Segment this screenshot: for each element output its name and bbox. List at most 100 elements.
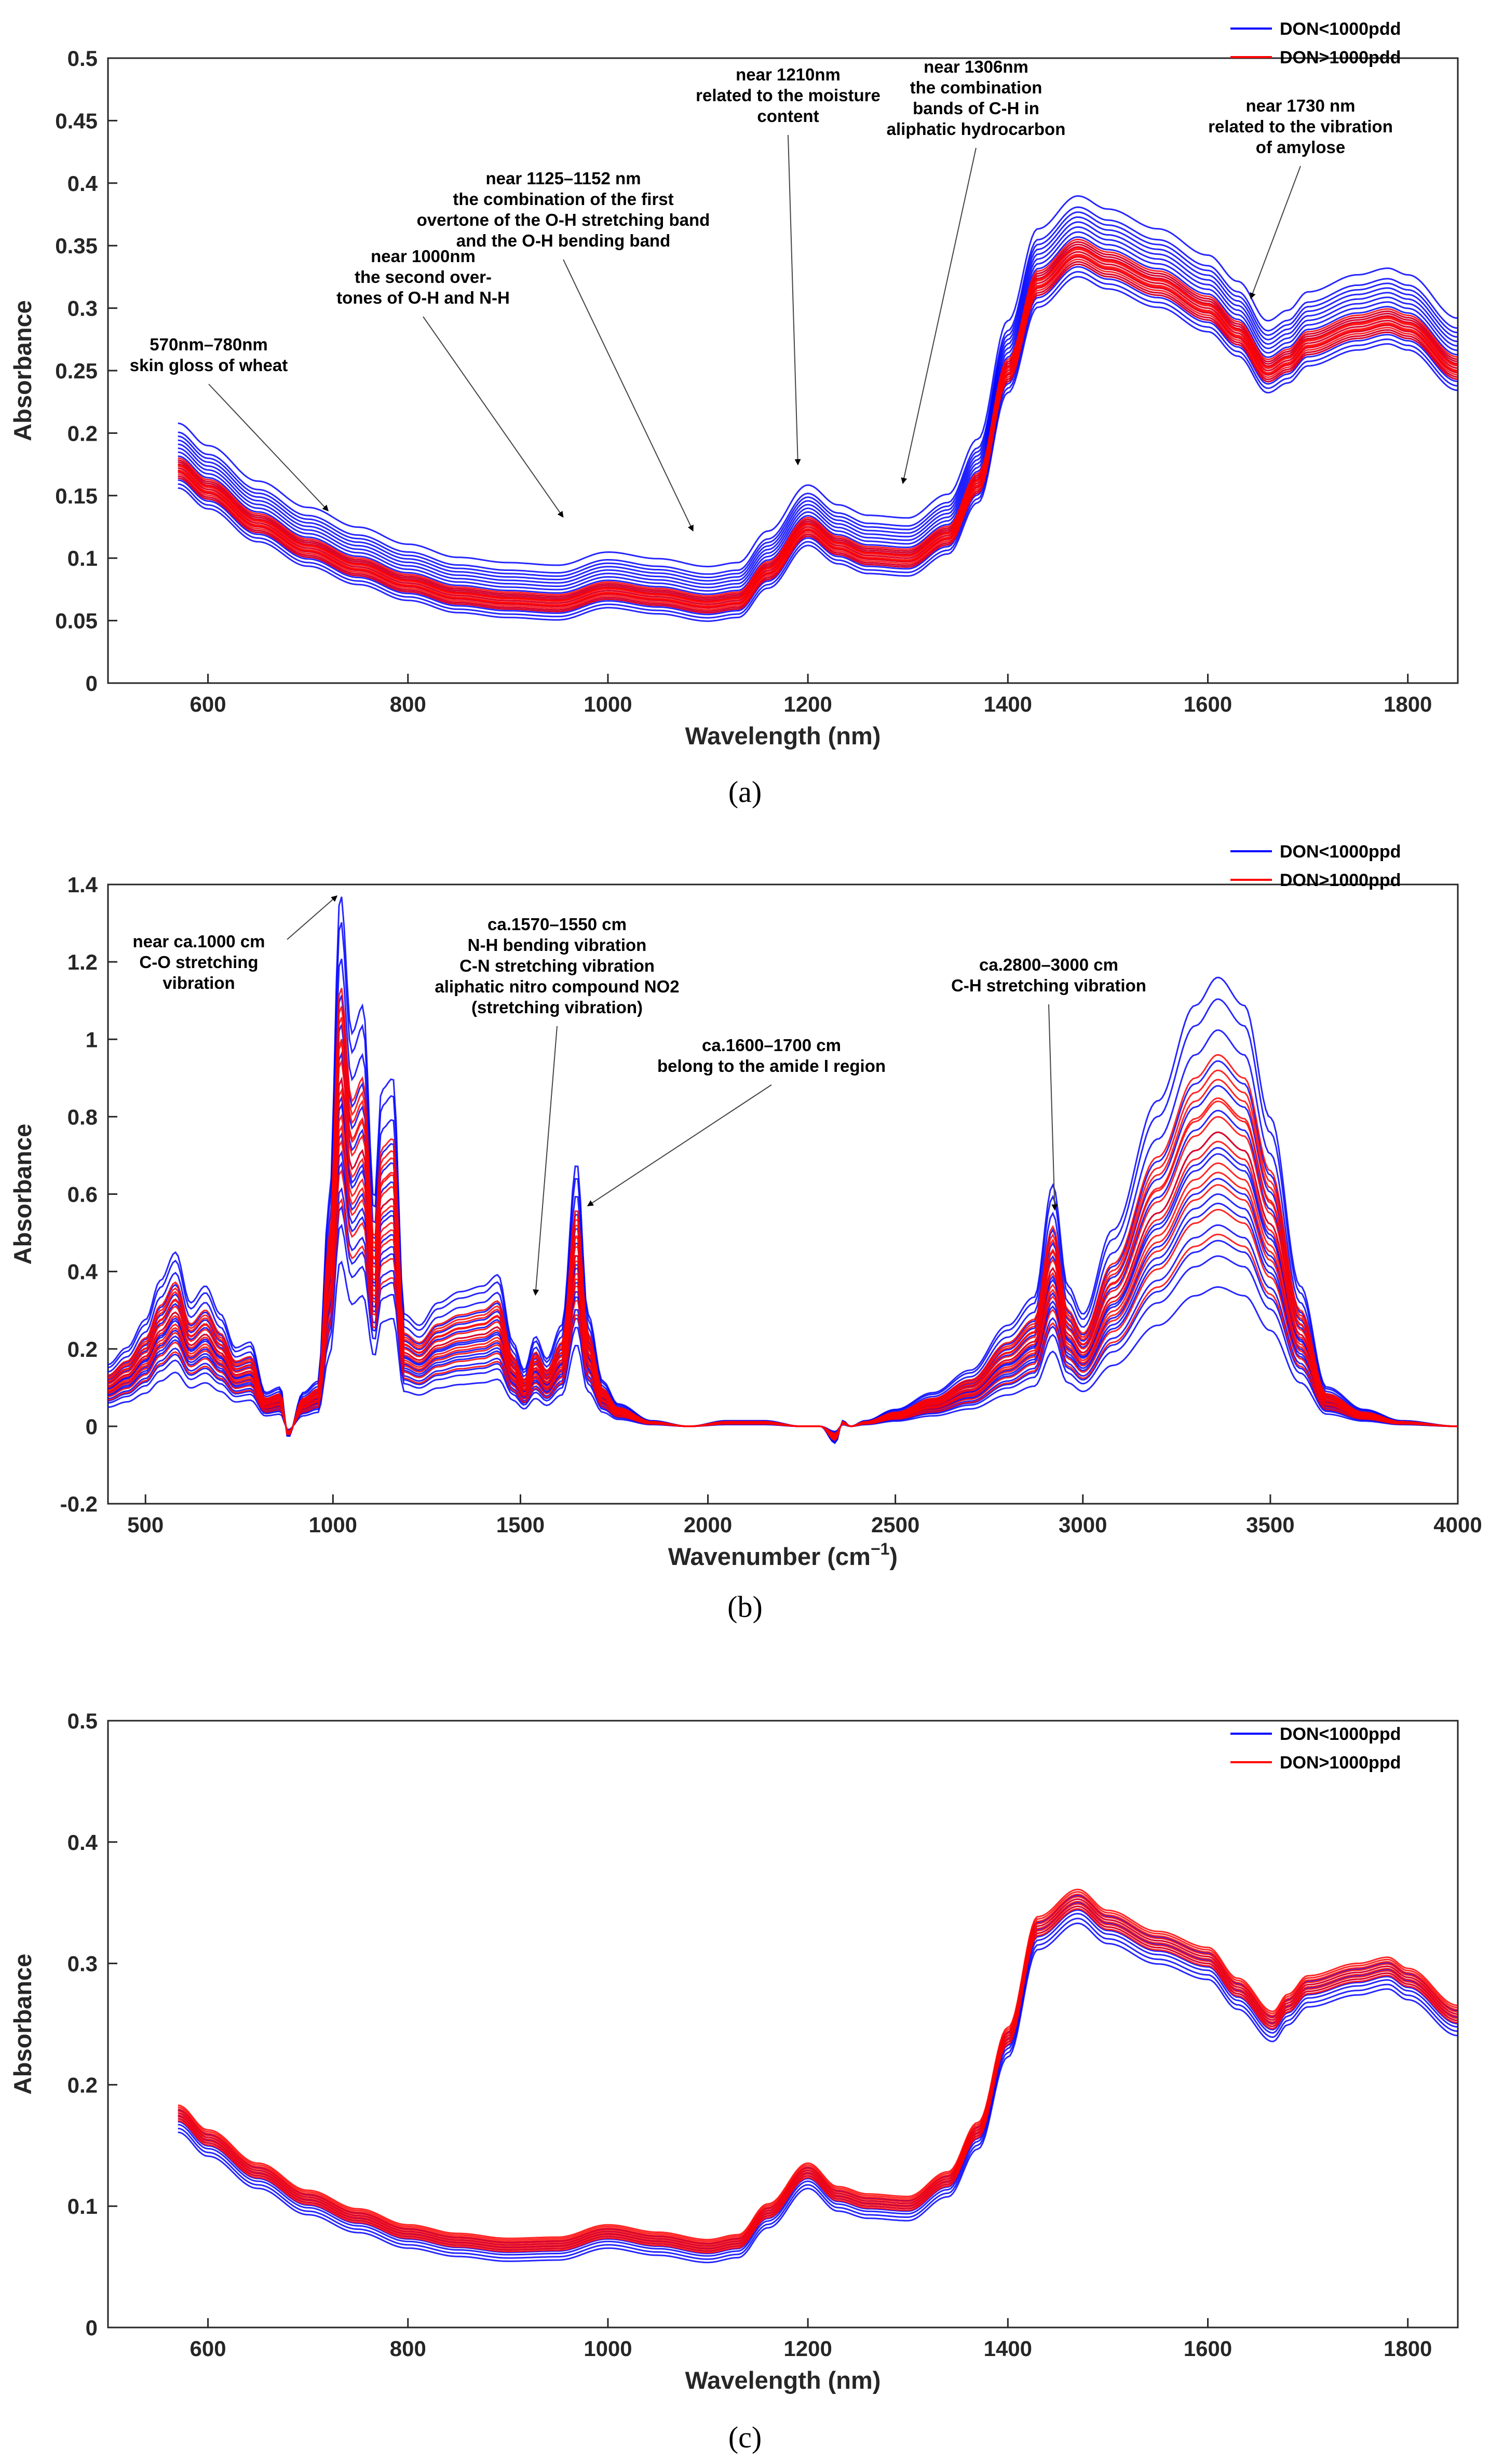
y-tick-label: 0	[86, 1414, 98, 1439]
y-tick-label: 0.2	[67, 421, 98, 445]
annotation-text: C-H stretching vibration	[951, 976, 1146, 995]
x-tick-label: 1500	[496, 1513, 545, 1537]
legend-label: DON<1000ppd	[1280, 1724, 1401, 1744]
annotation-arrow	[423, 316, 564, 518]
annotation-arrow	[287, 895, 338, 940]
x-axis-label: Wavelength (nm)	[685, 2366, 881, 2394]
y-tick-label: 1.2	[67, 950, 98, 974]
series-line-blue	[178, 271, 1458, 619]
series-line-blue	[178, 211, 1458, 578]
annotation-text: near ca.1000 cm	[132, 932, 265, 951]
annotation-text: the combination	[910, 78, 1042, 97]
series-line-blue	[178, 266, 1458, 616]
annotation-text: belong to the amide I region	[657, 1056, 886, 1076]
panel-caption: (c)	[728, 2420, 762, 2454]
series-line-red	[178, 263, 1458, 614]
y-tick-label: 0.1	[67, 546, 98, 570]
annotation-text: related to the moisture	[696, 86, 881, 105]
x-tick-label: 800	[390, 2336, 426, 2361]
series-line-red	[178, 254, 1458, 608]
annotation-text: C-O stretching	[139, 952, 258, 972]
series-line-red	[178, 251, 1458, 605]
x-tick-label: 800	[390, 692, 426, 716]
x-tick-label: 1400	[984, 692, 1032, 716]
x-axis-label: Wavenumber (cm−1)	[668, 1540, 898, 1570]
series-line-red	[178, 238, 1458, 597]
y-tick-label: 0.35	[55, 234, 98, 258]
series-line-red	[178, 1905, 1458, 2252]
y-tick-label: -0.2	[60, 1492, 98, 1516]
annotation-text: C-N stretching vibration	[459, 956, 655, 975]
annotation-arrow	[1250, 166, 1301, 300]
x-tick-label: 1000	[309, 1513, 357, 1537]
series-line-blue	[178, 1913, 1458, 2257]
series-line-red	[178, 258, 1458, 610]
annotation-text: N-H bending vibration	[468, 935, 647, 955]
series-line-blue	[178, 221, 1458, 586]
series-line-red	[178, 1900, 1458, 2249]
annotation-arrow	[901, 147, 977, 484]
y-tick-label: 0.25	[55, 359, 98, 383]
legend-label: DON>1000pdd	[1280, 48, 1401, 67]
y-tick-label: 0	[86, 671, 98, 696]
series-line-red	[178, 1903, 1458, 2251]
y-axis-label: Absorbance	[9, 300, 36, 441]
annotation-text: vibration	[162, 973, 235, 992]
series-line-red	[178, 241, 1458, 598]
annotation-text: aliphatic nitro compound NO2	[435, 977, 679, 996]
y-axis-label: Absorbance	[9, 1124, 36, 1265]
y-axis-label: Absorbance	[9, 1954, 36, 2095]
chart-panel-b: 500 1000 1500 2000 2500 3000 3500 4000 -0.2 0 0.2 0…	[9, 842, 1482, 1624]
annotation-text: the second over-	[355, 267, 492, 287]
annotation-arrow	[788, 134, 801, 466]
annotation-text: ca.2800–3000 cm	[979, 955, 1118, 974]
x-tick-label: 4000	[1433, 1513, 1482, 1537]
annotation-text: aliphatic hydrocarbon	[887, 119, 1066, 139]
panel-caption: (b)	[727, 1590, 763, 1624]
series-line-blue	[178, 226, 1458, 589]
x-tick-label: 3000	[1059, 1513, 1107, 1537]
annotation-text: the combination of the first	[453, 189, 673, 209]
series-line-blue	[178, 231, 1458, 592]
series-line-blue	[178, 195, 1458, 568]
y-tick-label: 0.2	[67, 1337, 98, 1362]
x-tick-label: 2500	[871, 1513, 919, 1537]
annotation-text: content	[757, 106, 819, 126]
y-tick-label: 0	[86, 2316, 98, 2340]
plot-area	[107, 1720, 1459, 2329]
series-line-red	[178, 243, 1458, 601]
series-line-blue	[178, 276, 1458, 622]
x-tick-label: 3500	[1246, 1513, 1294, 1537]
x-tick-label: 600	[190, 692, 226, 716]
annotation-text: ca.1570–1550 cm	[487, 915, 627, 934]
y-tick-label: 0.5	[67, 46, 98, 71]
chart-panel-c: 600 800 1000 1200 1400 1600 1800 0 0.1 0.2 0.3 0.4 0…	[9, 1709, 1459, 2454]
x-tick-label: 600	[190, 2336, 226, 2361]
x-tick-label: 2000	[684, 1513, 732, 1537]
annotation-text: of amylose	[1256, 138, 1345, 157]
annotation-text: near 1125–1152 nm	[485, 169, 641, 188]
x-axis-label: Wavelength (nm)	[685, 722, 881, 750]
y-tick-label: 0.3	[67, 296, 98, 321]
x-tick-label: 1600	[1184, 692, 1232, 716]
y-tick-label: 0.6	[67, 1182, 98, 1207]
y-tick-label: 0.4	[67, 1260, 98, 1284]
y-tick-label: 0.05	[55, 609, 98, 633]
y-tick-label: 0.5	[67, 1709, 98, 1733]
annotation-text: ca.1600–1700 cm	[702, 1036, 841, 1055]
y-tick-label: 0.4	[67, 171, 98, 196]
y-tick-label: 0.3	[67, 1952, 98, 1976]
x-tick-label: 500	[127, 1513, 164, 1537]
legend-label: DON>1000ppd	[1280, 870, 1401, 890]
series-line-blue	[178, 206, 1458, 575]
annotation-arrow	[533, 1026, 558, 1296]
annotation-text: (stretching vibration)	[471, 998, 643, 1017]
x-tick-label: 1800	[1384, 2336, 1432, 2361]
chart-panel-a: 600 800 1000 1200 1400 1600 1800 0 0.05 0.1 0.15 0.…	[9, 19, 1459, 809]
x-tick-label: 1200	[783, 692, 832, 716]
y-tick-label: 0.2	[67, 2073, 98, 2097]
panel-caption: (a)	[728, 775, 762, 809]
x-tick-label: 1200	[783, 2336, 832, 2361]
series-line-blue	[178, 216, 1458, 582]
series-line-blue	[178, 1922, 1458, 2264]
